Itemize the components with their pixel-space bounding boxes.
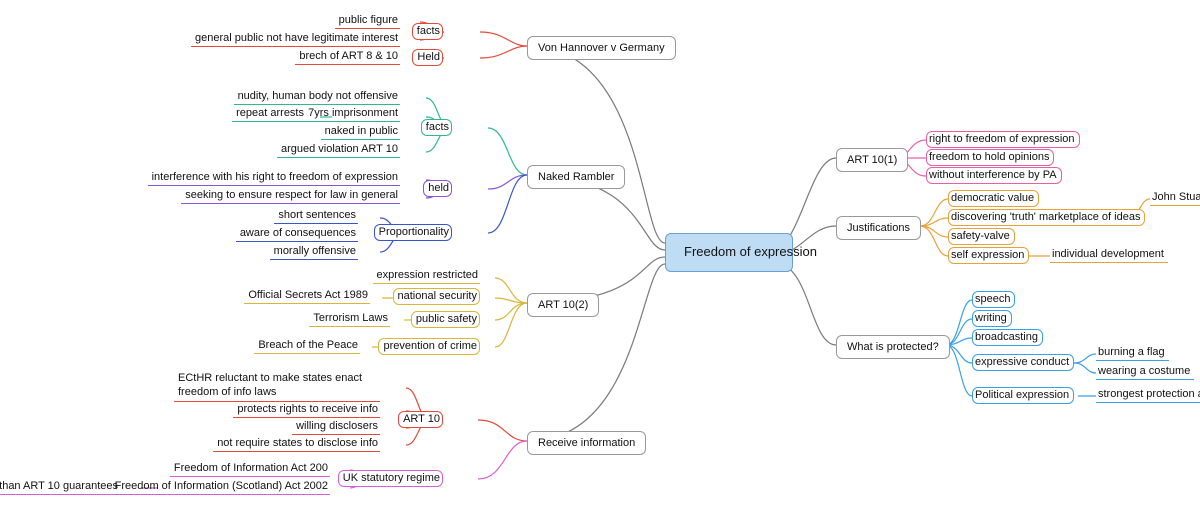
leaf-box: held	[423, 180, 452, 197]
leaf-box: facts	[412, 23, 443, 40]
leaf: national security	[393, 288, 481, 305]
leaf: morally offensive	[270, 244, 358, 260]
node-receive-info: Receive information	[527, 431, 646, 455]
leaf: wider rights than ART 10 guarantees	[0, 479, 120, 495]
leaf: individual development	[1050, 247, 1168, 263]
leaf: discovering 'truth' marketplace of ideas	[948, 209, 1145, 226]
leaf: without interference by PA	[926, 167, 1062, 184]
leaf: prevention of crime	[378, 338, 480, 355]
node-art10-1: ART 10(1)	[836, 148, 908, 172]
leaf: writing	[972, 310, 1012, 327]
node-von-hannover: Von Hannover v Germany	[527, 36, 676, 60]
leaf: freedom to hold opinions	[926, 149, 1054, 166]
leaf: aware of consequences	[236, 226, 358, 242]
leaf: naked in public	[321, 124, 400, 140]
leaf: short sentences	[274, 208, 358, 224]
node-what-protected: What is protected?	[836, 335, 950, 359]
root-node: Freedom of expression	[665, 233, 793, 272]
leaf: public safety	[411, 311, 480, 328]
leaf: John Stuart Mill	[1150, 190, 1200, 206]
leaf-box: ART 10	[398, 411, 443, 428]
leaf: democratic value	[948, 190, 1039, 207]
leaf: broadcasting	[972, 329, 1043, 346]
leaf: self expression	[948, 247, 1029, 264]
mindmap-canvas: Freedom of expression ART 10(1) right to…	[0, 0, 1200, 521]
leaf-box: Held	[412, 49, 443, 66]
leaf: protects rights to receive info	[233, 402, 380, 418]
leaf: Official Secrets Act 1989	[244, 288, 370, 304]
leaf: expression restricted	[373, 268, 481, 284]
leaf-box: Proportionality	[374, 224, 452, 241]
leaf: seeking to ensure respect for law in gen…	[181, 188, 400, 204]
leaf: strongest protection applies	[1096, 387, 1200, 403]
leaf-box: UK statutory regime	[338, 470, 443, 487]
node-justifications: Justifications	[836, 216, 921, 240]
leaf: speech	[972, 291, 1015, 308]
leaf-box: facts	[421, 119, 452, 136]
leaf: repeat arrests	[232, 106, 306, 122]
leaf: Political expression	[972, 387, 1074, 404]
leaf: brech of ART 8 & 10	[295, 49, 400, 65]
leaf: Freedom of Information (Scotland) Act 20…	[111, 479, 330, 495]
node-naked-rambler: Naked Rambler	[527, 165, 625, 189]
leaf: interference with his right to freedom o…	[148, 170, 400, 186]
leaf: argued violation ART 10	[277, 142, 400, 158]
node-art10-2: ART 10(2)	[527, 293, 599, 317]
leaf: Freedom of Information Act 200	[170, 461, 330, 477]
leaf: wearing a costume	[1096, 364, 1194, 380]
leaf: general public not have legitimate inter…	[191, 31, 400, 47]
leaf: ECtHR reluctant to make states enact fre…	[174, 371, 380, 402]
leaf: nudity, human body not offensive	[234, 89, 400, 105]
leaf: Breach of the Peace	[254, 338, 360, 354]
leaf: 7yrs imprisonment	[304, 106, 400, 122]
leaf: Terrorism Laws	[309, 311, 390, 327]
leaf: right to freedom of expression	[926, 131, 1080, 148]
leaf: safety-valve	[948, 228, 1015, 245]
leaf: willing disclosers	[292, 419, 380, 435]
leaf: expressive conduct	[972, 354, 1074, 371]
leaf: burning a flag	[1096, 345, 1169, 361]
leaf: public figure	[335, 13, 400, 29]
leaf: not require states to disclose info	[213, 436, 380, 452]
